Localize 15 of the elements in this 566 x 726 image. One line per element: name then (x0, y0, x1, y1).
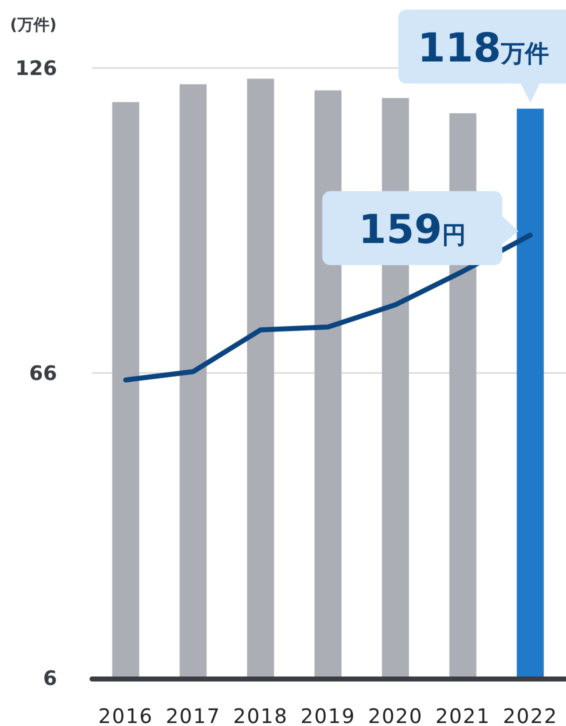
x-tick-label: 2022 (502, 704, 558, 726)
data-label: 159円 (358, 207, 466, 254)
x-tick-label: 2018 (233, 704, 288, 726)
data-label: 118万件 (418, 26, 550, 72)
picture-callout: 159円 (322, 191, 518, 266)
y-tick-label: 6 (43, 666, 57, 690)
x-tick-label: 2017 (166, 704, 221, 726)
y-tick-label: 126 (15, 56, 57, 80)
x-tick-label: 2021 (435, 704, 490, 726)
x-tick-label: 2019 (300, 704, 356, 726)
x-tick-label: 2020 (368, 704, 423, 726)
picture-callout: 118万件 (398, 10, 566, 103)
y-tick-label: 66 (29, 361, 57, 385)
y-axis-title: (万件) (10, 15, 57, 34)
x-tick-label: 2016 (98, 704, 154, 726)
